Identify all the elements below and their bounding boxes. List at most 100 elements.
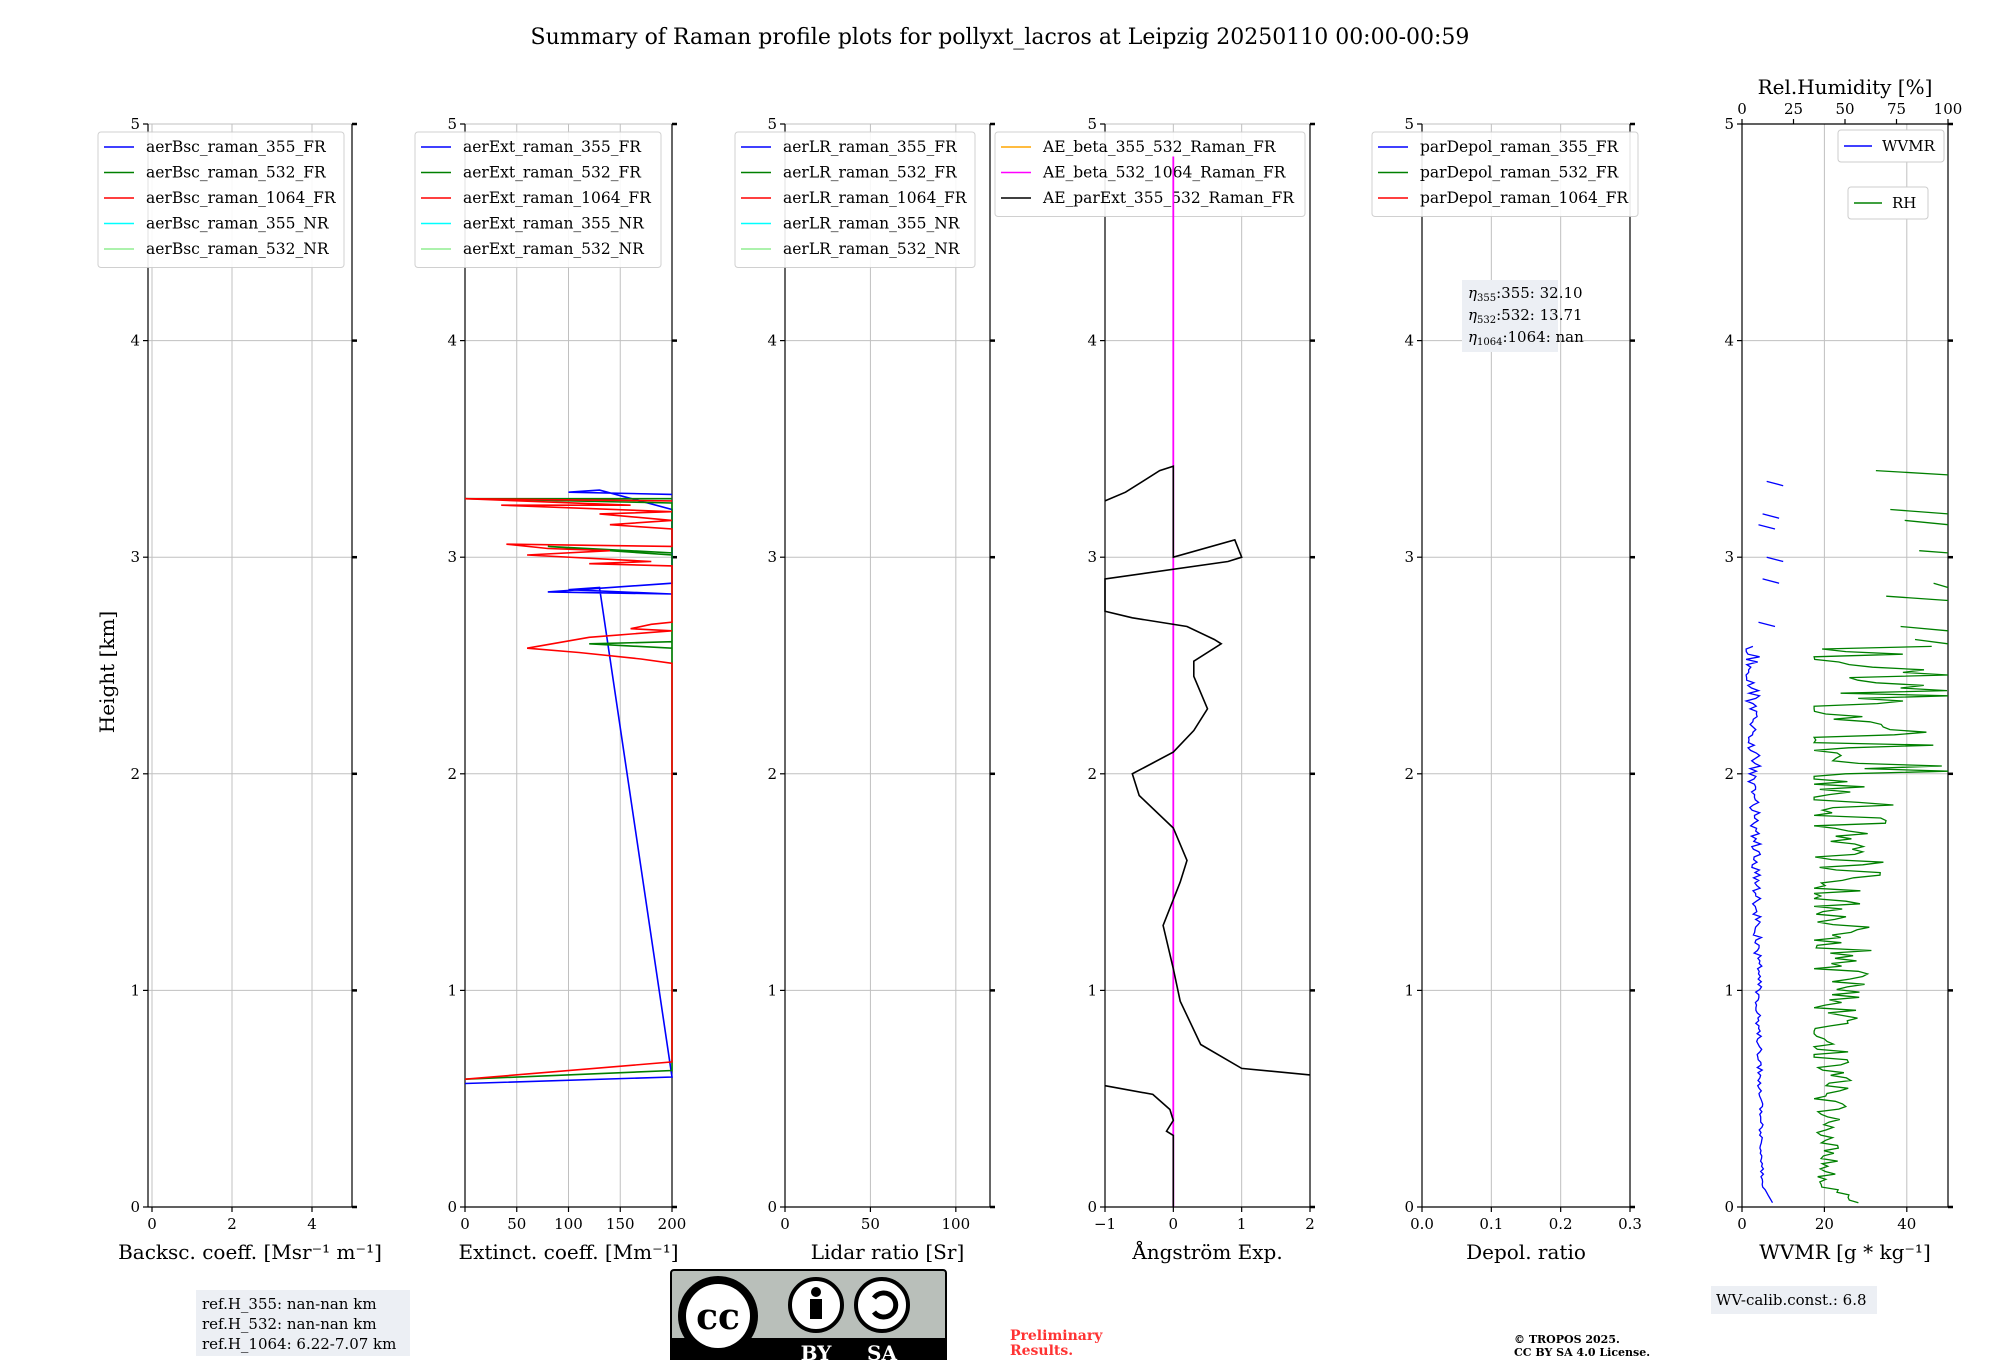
- x-tick-label: 20: [1815, 1215, 1834, 1233]
- y-tick-label: 3: [130, 548, 140, 566]
- x-tick-label: 1: [1237, 1215, 1247, 1233]
- ae-parext-355-532-line: [1104, 465, 1311, 1076]
- legend-label: aerExt_raman_532_FR: [463, 164, 642, 182]
- y-tick-label: 5: [447, 115, 457, 133]
- eta-box: η355:355: 32.10 η532:532: 13.71 η1064:10…: [1462, 280, 1584, 352]
- x-tick-label: 40: [1897, 1215, 1916, 1233]
- rh-fragment: [1914, 638, 1949, 645]
- rh-fragment: [1919, 550, 1949, 554]
- x-tick-label: 0.0: [1410, 1215, 1434, 1233]
- y-tick-label: 1: [130, 981, 140, 999]
- legend-label: aerBsc_raman_1064_FR: [146, 189, 337, 207]
- y-tick-label: 3: [767, 548, 777, 566]
- legend-label: AE_parExt_355_532_Raman_FR: [1042, 189, 1295, 207]
- y-tick-label: 5: [1087, 115, 1097, 133]
- legend-label: aerLR_raman_1064_FR: [783, 189, 968, 207]
- y-tick-label: 3: [447, 548, 457, 566]
- legend-label: WVMR: [1882, 137, 1936, 155]
- ref-h-532: ref.H_532: nan-nan km: [202, 1315, 377, 1333]
- wvmr-fragment: [1766, 480, 1784, 487]
- x-tick-label: 2: [1305, 1215, 1315, 1233]
- legend-label: aerLR_raman_532_FR: [783, 164, 958, 182]
- y-tick-label: 5: [1724, 115, 1734, 133]
- wvmr-line: [1744, 645, 1774, 1204]
- legend: aerBsc_raman_355_FR aerBsc_raman_532_FRae…: [97, 131, 345, 268]
- legend-label: aerExt_raman_1064_FR: [463, 189, 652, 207]
- legend-frame: [97, 131, 345, 268]
- y-tick-label: 2: [130, 765, 140, 783]
- figure-title: Summary of Raman profile plots for polly…: [531, 25, 1470, 50]
- y-tick-label: 3: [1404, 548, 1414, 566]
- x-tick-label: 0: [147, 1215, 157, 1233]
- cc-logo-text: cc: [696, 1296, 740, 1338]
- legend-label: parDepol_raman_532_FR: [1420, 164, 1620, 182]
- x-axis-label: Extinct. coeff. [Mm⁻¹]: [458, 1240, 678, 1264]
- y-tick-label: 1: [1724, 981, 1734, 999]
- rh-fragment: [1890, 508, 1949, 515]
- legend-frame: [994, 131, 1306, 217]
- legend: aerLR_raman_355_FR aerLR_raman_532_FR aerL…: [734, 131, 976, 268]
- y-tick-label: 4: [767, 332, 777, 350]
- x-tick-label: 200: [658, 1215, 687, 1233]
- reference-height-box: ref.H_355: nan-nan km ref.H_532: nan-nan…: [196, 1290, 410, 1356]
- legend-label: aerLR_raman_355_FR: [783, 138, 958, 156]
- wvmr-fragment: [1762, 578, 1780, 584]
- x-tick-label: 50: [507, 1215, 526, 1233]
- y-tick-label: 4: [447, 332, 457, 350]
- y-tick-label: 1: [1087, 981, 1097, 999]
- y-tick-label: 0: [767, 1198, 777, 1216]
- wv-calib-box: WV-calib.const.: 6.8: [1711, 1286, 1877, 1314]
- x-axis-label: Depol. ratio: [1466, 1240, 1586, 1264]
- legend-frame: [734, 131, 976, 268]
- x-tick-label: 0: [1169, 1215, 1179, 1233]
- x-tick-label: 0: [460, 1215, 470, 1233]
- legend-frame: [1837, 129, 1945, 163]
- x-tick-label: 100: [942, 1215, 971, 1233]
- y-tick-label: 2: [447, 765, 457, 783]
- copyright-line-2: CC BY SA 4.0 License.: [1514, 1346, 1650, 1359]
- x-tick-label: 50: [861, 1215, 880, 1233]
- legend-label: AE_beta_532_1064_Raman_FR: [1042, 164, 1287, 182]
- legend-label: aerExt_raman_355_NR: [463, 215, 645, 233]
- wv-calib-text: WV-calib.const.: 6.8: [1716, 1291, 1867, 1309]
- y-tick-label: 4: [130, 332, 140, 350]
- x-tick-label: 0.3: [1618, 1215, 1642, 1233]
- wvmr-fragment: [1758, 621, 1776, 628]
- ext-1064-fr-line: [464, 497, 673, 1080]
- panel-depol: 0 1 2 3 4 5 0.0 0.1 0.2 0.3 Depol. ratio parDepol_r…: [1371, 115, 1642, 1264]
- legend: parDepol_raman_355_FR parDepol_raman_532_…: [1371, 131, 1639, 217]
- top-x-tick-label: 75: [1887, 100, 1906, 118]
- rh-line: [1812, 645, 1949, 1204]
- x-axis-label: WVMR [g * kg⁻¹]: [1759, 1240, 1931, 1264]
- rh-fragment: [1886, 595, 1949, 602]
- x-tick-label: 0.2: [1549, 1215, 1573, 1233]
- results-text: Results.: [1010, 1343, 1073, 1359]
- legend: aerExt_raman_355_FR aerExt_raman_532_FRae…: [414, 131, 662, 268]
- legend-frame: [1371, 131, 1639, 217]
- y-tick-label: 4: [1087, 332, 1097, 350]
- wvmr-fragment: [1762, 513, 1780, 519]
- x-tick-label: −1: [1094, 1215, 1116, 1233]
- y-tick-label: 5: [767, 115, 777, 133]
- legend-label: AE_beta_355_532_Raman_FR: [1042, 138, 1277, 156]
- legend-label: aerBsc_raman_355_NR: [146, 215, 330, 233]
- x-axis-label: Ångström Exp.: [1131, 1239, 1282, 1264]
- y-tick-label: 0: [1724, 1198, 1734, 1216]
- x-tick-label: 0: [780, 1215, 790, 1233]
- y-tick-label: 2: [1087, 765, 1097, 783]
- y-tick-label: 2: [1724, 765, 1734, 783]
- legend-label: aerExt_raman_355_FR: [463, 138, 642, 156]
- copyright-line-1: © TROPOS 2025.: [1514, 1333, 1620, 1346]
- legend: WVMR RH: [1837, 129, 1945, 220]
- rh-fragment: [1904, 519, 1949, 526]
- x-tick-label: 150: [606, 1215, 635, 1233]
- top-x-tick-label: 25: [1784, 100, 1803, 118]
- rh-fragment: [1900, 625, 1949, 632]
- y-tick-label: 3: [1724, 548, 1734, 566]
- x-tick-label: 4: [307, 1215, 317, 1233]
